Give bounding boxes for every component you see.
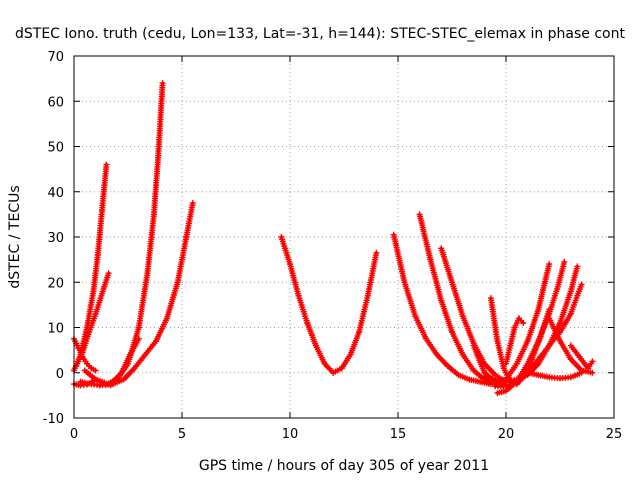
data-point: [159, 80, 166, 87]
y-tick-label: -10: [43, 412, 64, 427]
series-line: [279, 235, 378, 375]
x-tick-label: 5: [178, 427, 186, 442]
x-axis-ticks: 0 5 10 15 20 25: [70, 56, 622, 442]
series-10: [416, 211, 507, 388]
series-line: [439, 246, 508, 384]
x-axis-label: GPS time / hours of day 305 of year 2011: [199, 458, 489, 474]
series-5: [81, 80, 166, 388]
grid: [74, 56, 614, 418]
data-point: [135, 335, 142, 342]
x-tick-label: 10: [282, 427, 299, 442]
series-15: [503, 315, 527, 367]
series-18: [524, 369, 585, 382]
data-point: [589, 369, 596, 376]
data-point: [103, 161, 110, 168]
y-tick-label: 30: [47, 231, 64, 246]
series-line: [83, 81, 165, 386]
data-point: [92, 367, 99, 374]
x-tick-label: 15: [390, 427, 407, 442]
data-point: [520, 320, 527, 326]
y-tick-label: 20: [47, 276, 64, 291]
x-tick-label: 0: [70, 427, 78, 442]
series-20: [567, 342, 596, 372]
data-point: [574, 263, 581, 270]
series-7: [109, 200, 196, 388]
chart-title: dSTEC Iono. truth (cedu, Lon=133, Lat=-3…: [15, 26, 625, 42]
data-point: [373, 249, 380, 256]
series-12: [470, 261, 553, 385]
y-tick-label: 0: [56, 367, 64, 382]
series-line: [72, 163, 108, 372]
x-tick-label: 25: [606, 427, 623, 442]
data-point: [105, 270, 112, 277]
series-8: [278, 234, 380, 376]
y-tick-label: 70: [47, 50, 64, 65]
data-point: [589, 358, 596, 365]
y-tick-label: 40: [47, 186, 64, 201]
y-axis-label: dSTEC / TECUs: [7, 185, 23, 288]
y-tick-label: 50: [47, 141, 64, 156]
series-9: [390, 231, 494, 388]
data-point: [546, 261, 553, 268]
x-tick-label: 20: [498, 427, 515, 442]
plot-area: [71, 80, 596, 397]
series-19: [546, 315, 596, 376]
series-3: [73, 270, 112, 369]
data-point: [578, 281, 585, 288]
y-axis-ticks: -10 0 10 20 30 40 50 60 70: [43, 50, 614, 427]
y-tick-label: 60: [47, 95, 64, 110]
y-tick-label: 10: [47, 322, 64, 337]
data-point: [561, 258, 568, 265]
data-point: [189, 200, 196, 207]
